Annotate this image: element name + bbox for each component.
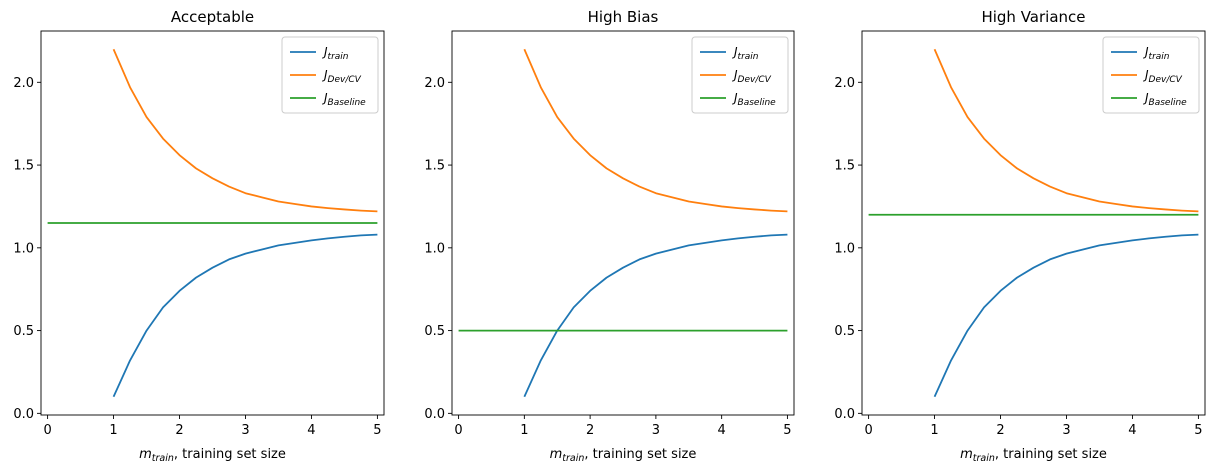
x-tick-label: 5 — [373, 423, 381, 438]
x-tick-label: 0 — [43, 423, 51, 438]
legend-entry: JDev/CV — [1143, 68, 1183, 85]
legend: Jtrain JDev/CV JBaseline — [281, 36, 379, 114]
x-tick-label: 5 — [1194, 423, 1202, 438]
legend-box — [691, 36, 789, 114]
y-tick-label: 0.0 — [13, 407, 34, 422]
legend-box — [281, 36, 379, 114]
x-tick-label: 4 — [307, 423, 315, 438]
legend-entry: Jtrain — [322, 45, 349, 62]
y-tick-label: 0.0 — [424, 407, 445, 422]
x-axis-label: mtrain, training set size — [960, 447, 1107, 464]
legend-entry: Jtrain — [1143, 45, 1170, 62]
x-tick-label: 2 — [996, 423, 1004, 438]
y-tick-label: 0.5 — [834, 324, 855, 339]
series-line-j-dev-cv — [112, 48, 378, 213]
chart-panel-1: 0 1 2 3 4 5 0.0 0.5 1.0 1.5 2.0 Acceptable mtrain, t… — [13, 8, 385, 464]
y-tick-label: 1.0 — [424, 241, 445, 256]
x-tick-label: 1 — [930, 423, 938, 438]
legend-entry: JBaseline — [322, 91, 366, 108]
x-tick-label: 3 — [652, 423, 660, 438]
legend-entry: JBaseline — [1143, 91, 1187, 108]
x-tick-label: 4 — [718, 423, 726, 438]
y-tick-label: 0.5 — [13, 324, 34, 339]
y-tick-label: 1.5 — [13, 159, 34, 174]
series-line-j-dev-cv — [523, 48, 788, 213]
series-line-j-train — [523, 233, 788, 398]
y-tick-label: 1.0 — [13, 241, 34, 256]
y-tick-label: 1.5 — [834, 159, 855, 174]
legend-box — [1102, 36, 1200, 114]
series-line-j-train — [933, 233, 1199, 398]
x-tick-label: 5 — [783, 423, 791, 438]
axes-frame — [861, 30, 1206, 416]
chart-title: High Bias — [588, 8, 659, 26]
y-tick-label: 2.0 — [834, 76, 855, 91]
chart-title: Acceptable — [171, 8, 254, 26]
y-tick-label: 0.5 — [424, 324, 445, 339]
x-tick-label: 1 — [520, 423, 528, 438]
legend-entry: JBaseline — [732, 91, 776, 108]
y-tick-label: 1.0 — [834, 241, 855, 256]
x-tick-label: 0 — [864, 423, 872, 438]
chart-panel-3: 0 1 2 3 4 5 0.0 0.5 1.0 1.5 2.0 High Variance mtrain… — [834, 8, 1206, 464]
series-line-j-dev-cv — [933, 48, 1199, 213]
x-tick-label: 2 — [586, 423, 594, 438]
axes-frame — [451, 30, 795, 416]
legend-entry: Jtrain — [732, 45, 759, 62]
y-tick-label: 0.0 — [834, 407, 855, 422]
x-axis-label: mtrain, training set size — [139, 447, 286, 464]
series-line-j-train — [112, 233, 378, 398]
legend-entry: JDev/CV — [322, 68, 362, 85]
x-tick-label: 4 — [1128, 423, 1136, 438]
x-tick-label: 3 — [241, 423, 249, 438]
legend-entry: JDev/CV — [732, 68, 772, 85]
legend: Jtrain JDev/CV JBaseline — [691, 36, 789, 114]
y-tick-label: 2.0 — [13, 76, 34, 91]
y-tick-label: 1.5 — [424, 159, 445, 174]
x-axis-label: mtrain, training set size — [550, 447, 697, 464]
x-tick-label: 3 — [1062, 423, 1070, 438]
x-tick-label: 2 — [175, 423, 183, 438]
axes-frame — [40, 30, 385, 416]
x-tick-label: 1 — [109, 423, 117, 438]
legend: Jtrain JDev/CV JBaseline — [1102, 36, 1200, 114]
chart-title: High Variance — [981, 8, 1085, 26]
x-tick-label: 0 — [454, 423, 462, 438]
chart-panel-2: 0 1 2 3 4 5 0.0 0.5 1.0 1.5 2.0 High Bias mtrain, tr… — [424, 8, 795, 464]
y-tick-label: 2.0 — [424, 76, 445, 91]
